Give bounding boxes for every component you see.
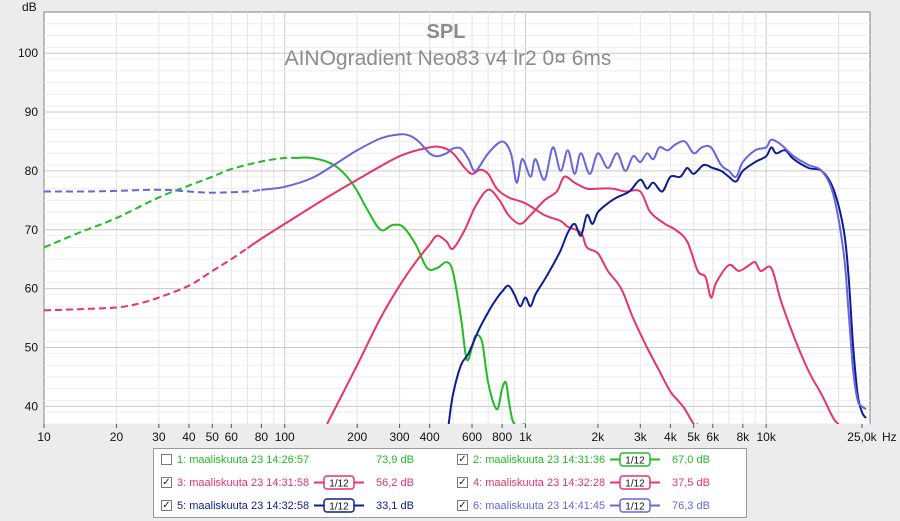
y-tick-label: 100 <box>18 46 38 60</box>
x-tick-label: 300 <box>390 430 410 444</box>
svg-text:1/12: 1/12 <box>625 502 645 513</box>
y-tick-label: 80 <box>25 164 39 178</box>
x-tick-label: 80 <box>255 430 269 444</box>
chart-title: SPL <box>427 21 466 43</box>
tick-layer: 40 50 60 70 80 90 100 10 20 30 40 50 60 80 100 200 300 40… <box>18 46 878 444</box>
legend-checkbox[interactable]: ✓ <box>457 454 468 465</box>
y-axis-label: dB <box>22 0 37 14</box>
legend-value: 37,5 dB <box>672 477 710 489</box>
legend-value: 73,9 dB <box>376 454 414 466</box>
legend-entry: ✓ 2: maaliskuuta 23 14:31:36 1/12 67,0 dB <box>450 449 745 471</box>
legend-checkbox[interactable] <box>161 454 172 465</box>
y-tick-label: 40 <box>25 399 39 413</box>
x-tick-label: 600 <box>462 430 482 444</box>
x-axis-unit: Hz <box>882 430 897 444</box>
x-tick-label: 20 <box>110 430 124 444</box>
series-6-dashed-line <box>44 188 262 194</box>
y-tick-label: 70 <box>25 223 39 237</box>
legend-label: 2: maaliskuuta 23 14:31:36 <box>473 454 606 466</box>
x-tick-label: 5k <box>687 430 701 444</box>
legend-label: 5: maaliskuuta 23 14:32:58 <box>177 500 310 512</box>
svg-text:1/12: 1/12 <box>329 479 349 490</box>
legend-label: 3: maaliskuuta 23 14:31:58 <box>177 477 310 489</box>
x-tick-label: 50 <box>206 430 220 444</box>
smoothing-badge: 1/12 <box>610 475 660 490</box>
legend-value: 33,1 dB <box>376 500 414 512</box>
x-tick-label: 1k <box>519 430 533 444</box>
legend-checkbox[interactable]: ✓ <box>457 500 468 511</box>
svg-text:1/12: 1/12 <box>625 479 645 490</box>
x-tick-label: 10 <box>37 430 51 444</box>
x-tick-label: 60 <box>225 430 239 444</box>
legend-value: 76,3 dB <box>672 500 710 512</box>
svg-text:1/12: 1/12 <box>329 502 349 513</box>
smoothing-badge: 1/12 <box>610 498 660 513</box>
x-tick-label: 10k <box>756 430 776 444</box>
legend-value: 56,2 dB <box>376 477 414 489</box>
legend-label: 6: maaliskuuta 23 14:41:45 <box>473 500 606 512</box>
series-2-line <box>294 156 526 424</box>
x-tick-label: 4k <box>664 430 678 444</box>
smoothing-badge: 1/12 <box>314 475 364 490</box>
x-tick-label: 100 <box>275 430 295 444</box>
grid-layer <box>44 12 870 425</box>
y-tick-label: 90 <box>25 105 39 119</box>
y-tick-label: 50 <box>25 340 39 354</box>
series-2-dashed-line <box>44 156 295 249</box>
smoothing-badge: 1/12 <box>314 498 364 513</box>
x-tick-label: 800 <box>492 430 512 444</box>
y-tick-label: 60 <box>25 282 39 296</box>
svg-text:1/12: 1/12 <box>625 456 645 467</box>
x-tick-label: 25,0k <box>847 430 877 444</box>
x-tick-label: 200 <box>347 430 367 444</box>
series-6-line <box>261 133 867 411</box>
x-tick-label: 40 <box>182 430 196 444</box>
plot-area <box>43 11 871 425</box>
legend-entry: 1: maaliskuuta 23 14:26:57 73,9 dB <box>154 449 449 471</box>
x-tick-label: 3k <box>634 430 648 444</box>
chart-subtitle: AINOgradient Neo83 v4 lr2 0¤ 6ms <box>285 47 612 70</box>
legend-label: 1: maaliskuuta 23 14:26:57 <box>177 454 310 466</box>
x-tick-label: 2k <box>592 430 606 444</box>
legend-checkbox[interactable]: ✓ <box>457 477 468 488</box>
x-tick-label: 6k <box>706 430 720 444</box>
x-tick-label: 400 <box>420 430 440 444</box>
series-4-line <box>326 175 840 424</box>
legend-entry: ✓ 5: maaliskuuta 23 14:32:58 1/12 33,1 dB <box>154 495 449 517</box>
x-tick-label: 30 <box>152 430 166 444</box>
legend-entry: ✓ 6: maaliskuuta 23 14:41:45 1/12 76,3 dB <box>450 495 745 517</box>
legend-checkbox[interactable]: ✓ <box>161 500 172 511</box>
series-layer <box>44 133 867 424</box>
series-5-line <box>447 146 867 424</box>
x-tick-label: 8k <box>736 430 750 444</box>
legend-label: 4: maaliskuuta 23 14:32:28 <box>473 477 606 489</box>
legend-entry: ✓ 4: maaliskuuta 23 14:32:28 1/12 37,5 dB <box>450 472 745 494</box>
legend-checkbox[interactable]: ✓ <box>161 477 172 488</box>
legend-entry: ✓ 3: maaliskuuta 23 14:31:58 1/12 56,2 dB <box>154 472 449 494</box>
smoothing-badge: 1/12 <box>610 452 660 467</box>
series-3-dashed-line <box>44 247 248 312</box>
legend: 1: maaliskuuta 23 14:26:57 73,9 dB ✓ 2: maa… <box>153 448 747 518</box>
legend-value: 67,0 dB <box>672 454 710 466</box>
